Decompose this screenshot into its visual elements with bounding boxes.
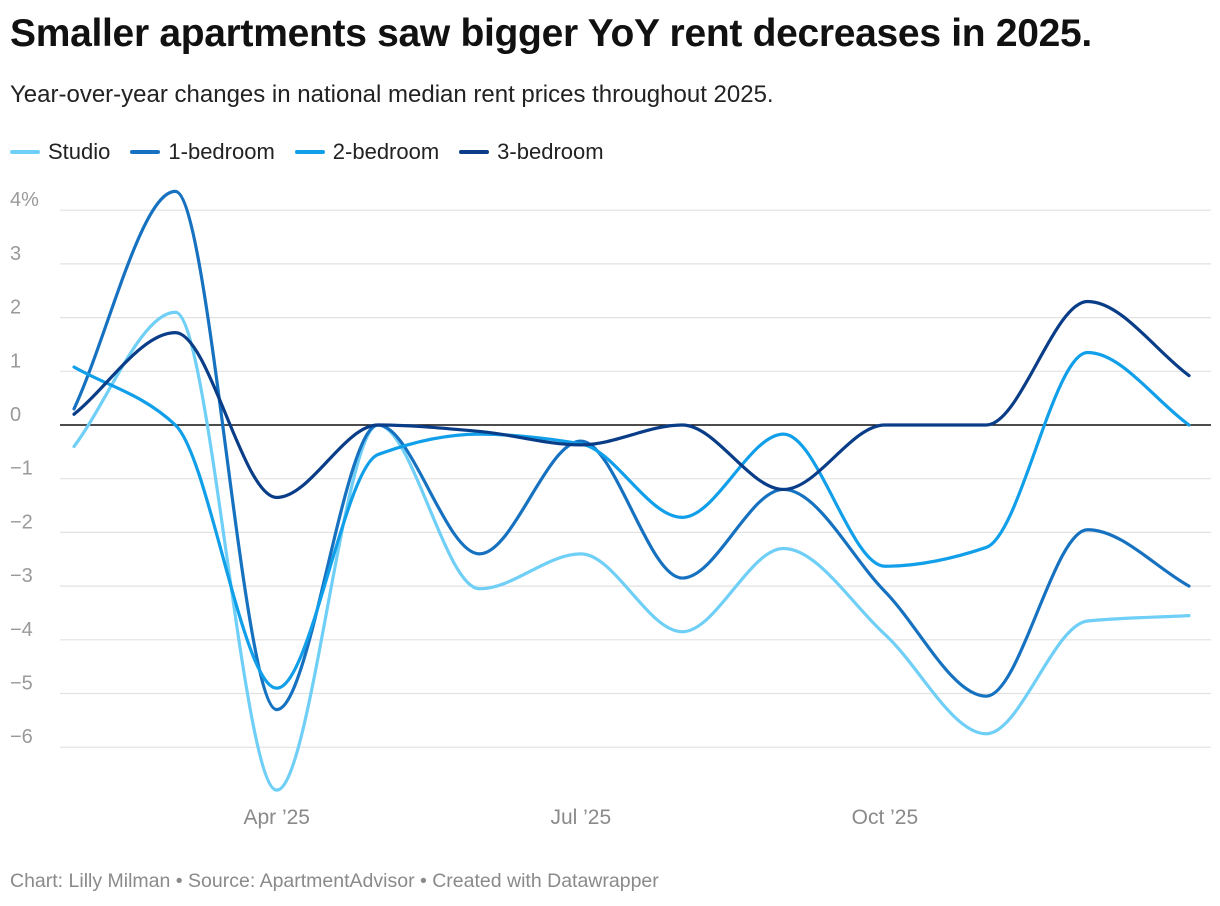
legend-label-3-bedroom: 3-bedroom — [497, 139, 604, 164]
legend-item-3-bedroom: 3-bedroom — [459, 139, 604, 165]
y-tick-label: −6 — [10, 726, 33, 748]
legend-swatch-3-bedroom — [459, 150, 490, 154]
series-line-studio — [72, 310, 1191, 792]
legend-item-2-bedroom: 2-bedroom — [294, 139, 440, 165]
y-tick-label: −3 — [10, 565, 33, 587]
y-tick-label: −5 — [10, 673, 33, 695]
x-tick-label: Jul ’25 — [550, 806, 611, 829]
series-line-2-bedroom — [72, 350, 1191, 690]
y-tick-label: 2 — [10, 297, 21, 319]
legend-label-2-bedroom: 2-bedroom — [332, 139, 440, 164]
chart-subtitle: Year-over-year changes in national media… — [10, 81, 774, 108]
y-tick-label: 4% — [10, 189, 39, 211]
y-tick-label: −1 — [10, 458, 33, 480]
legend-swatch-1-bedroom — [130, 150, 161, 154]
x-tick-label: Apr ’25 — [243, 806, 310, 829]
line-chart: 4% 3 2 1 0 −1 −2 −3 −4 −5 −6 Apr ’25 Jul ’25 Oct ’25 — [10, 189, 1211, 829]
chart-title: Smaller apartments saw bigger YoY rent d… — [10, 12, 1092, 55]
x-tick-label: Oct ’25 — [852, 806, 919, 829]
y-tick-label: −2 — [10, 511, 33, 533]
y-tick-label: −4 — [10, 619, 33, 641]
y-tick-label: 1 — [10, 350, 21, 372]
series-line-1-bedroom — [72, 189, 1191, 712]
legend-swatch-studio — [10, 150, 40, 154]
chart-footer: Chart: Lilly Milman • Source: ApartmentA… — [10, 870, 659, 892]
legend-swatch-2-bedroom — [294, 150, 325, 154]
legend-label-studio: Studio — [48, 139, 111, 164]
y-tick-label: 0 — [10, 404, 21, 426]
legend-item-studio: Studio — [10, 139, 110, 165]
legend-item-1-bedroom: 1-bedroom — [130, 139, 275, 165]
legend-label-1-bedroom: 1-bedroom — [168, 139, 275, 164]
legend: Studio 1-bedroom 2-bedroom 3-bedroom — [10, 139, 624, 165]
y-tick-label: 3 — [10, 243, 21, 265]
series-line-3-bedroom — [72, 299, 1191, 500]
